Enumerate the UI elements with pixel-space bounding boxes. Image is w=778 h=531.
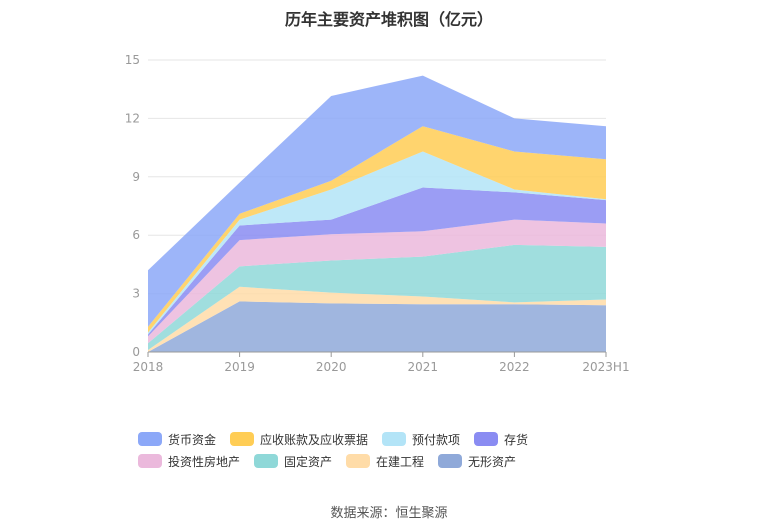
y-tick-label: 15: [125, 53, 140, 67]
x-tick-label: 2020: [316, 360, 347, 374]
legend-swatch: [254, 454, 279, 468]
area-series-4[interactable]: [148, 187, 606, 337]
x-tick-label: 2023H1: [582, 360, 629, 374]
area-series-5[interactable]: [148, 151, 606, 335]
legend-swatch: [474, 432, 499, 446]
x-tick-label: 2021: [408, 360, 439, 374]
x-tick-label: 2022: [499, 360, 530, 374]
data-source: 数据来源：恒生聚源: [330, 506, 448, 521]
legend-label: 预付款项: [412, 432, 461, 447]
legend-label: 无形资产: [468, 454, 517, 469]
y-tick-label: 6: [132, 228, 140, 242]
legend-swatch: [438, 454, 463, 468]
legend-label: 货币资金: [168, 432, 217, 447]
legend-item[interactable]: 无形资产: [438, 450, 516, 472]
y-tick-label: 9: [132, 170, 140, 184]
chart-title: 历年主要资产堆积图（亿元）: [284, 10, 493, 29]
area-series-2[interactable]: [148, 244, 606, 351]
legend: 货币资金 应收账款及应收票据 预付款项 存货投资性房地产 固定资产 在建工程 无形资产: [138, 428, 658, 472]
area-series: [148, 75, 606, 352]
legend-label: 存货: [504, 432, 529, 447]
legend-swatch: [138, 454, 162, 468]
y-tick-label: 12: [125, 111, 140, 125]
x-tick-label: 2018: [133, 360, 164, 374]
legend-item[interactable]: 固定资产: [254, 450, 332, 472]
area-series-6[interactable]: [148, 126, 606, 333]
y-tick-label: 3: [132, 287, 140, 301]
legend-swatch: [346, 454, 371, 468]
legend-label: 应收账款及应收票据: [260, 432, 369, 447]
area-series-7[interactable]: [148, 75, 606, 327]
area-series-3[interactable]: [148, 219, 606, 344]
legend-item[interactable]: 货币资金: [138, 428, 216, 450]
axes: 0 3 6 9 12 15 2018 2019 2020 2021 2022 2023H1: [125, 53, 630, 374]
legend-item[interactable]: 投资性房地产: [138, 450, 240, 472]
legend-label: 固定资产: [284, 454, 333, 469]
legend-swatch: [230, 432, 255, 446]
area-series-0[interactable]: [148, 301, 606, 352]
x-tick-label: 2019: [224, 360, 255, 374]
legend-item[interactable]: 预付款项: [382, 428, 460, 450]
legend-item[interactable]: 应收账款及应收票据: [230, 428, 368, 450]
legend-item[interactable]: 存货: [474, 428, 528, 450]
legend-label: 在建工程: [376, 454, 425, 469]
y-tick-label: 0: [132, 345, 140, 359]
legend-label: 投资性房地产: [168, 454, 241, 469]
legend-item[interactable]: 在建工程: [346, 450, 424, 472]
legend-swatch: [382, 432, 407, 446]
area-series-1[interactable]: [148, 286, 606, 352]
legend-swatch: [138, 432, 162, 446]
